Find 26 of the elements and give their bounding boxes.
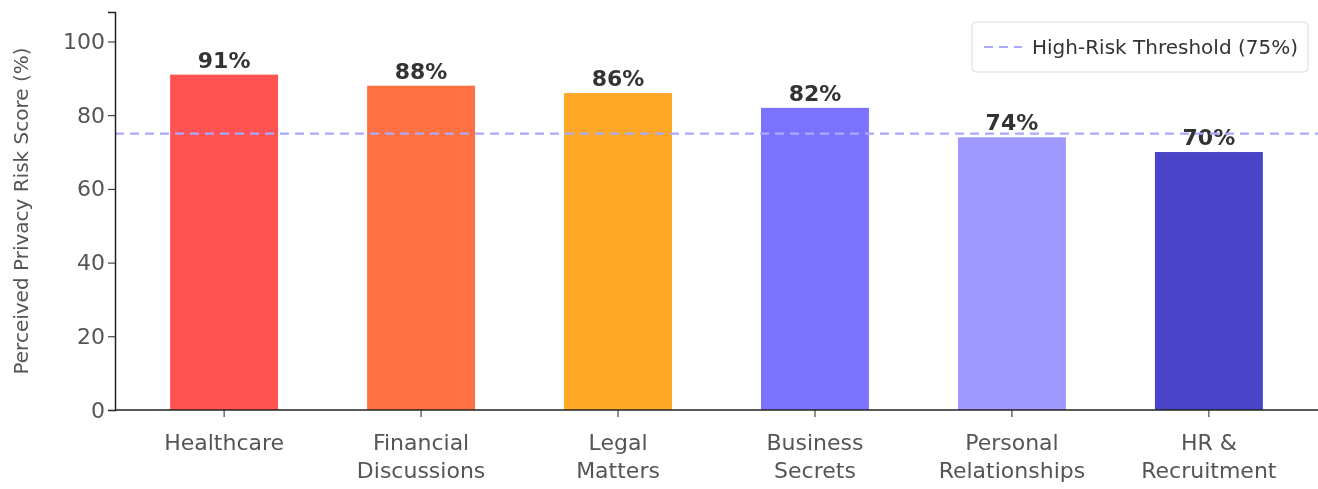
y-tick-label: 60 (77, 176, 105, 202)
bar (170, 74, 279, 410)
bar (957, 137, 1066, 410)
y-tick-label: 80 (77, 102, 105, 128)
data-label: 70% (1182, 125, 1236, 151)
x-tick-label: HR & Recruitment (1141, 430, 1277, 483)
y-tick-label: 0 (91, 397, 105, 423)
data-label: 88% (394, 58, 448, 84)
y-tick-label: 100 (63, 29, 105, 55)
data-label: 91% (197, 47, 251, 73)
data-label: 74% (985, 110, 1039, 136)
bar (1154, 152, 1263, 410)
y-tick-label: 40 (77, 250, 105, 276)
data-label: 86% (591, 66, 645, 92)
x-tick-label: Legal Matters (576, 430, 660, 483)
y-axis-title: Perceived Privacy Risk Score (%) (9, 47, 33, 375)
x-tick-label: Financial Discussions (356, 430, 486, 483)
x-tick-label: Healthcare (164, 430, 285, 455)
bar (761, 107, 869, 410)
x-tick-label: Business Secrets (766, 430, 864, 483)
bar (564, 93, 672, 410)
bar (367, 85, 476, 410)
data-label: 82% (788, 80, 842, 106)
x-tick-label: Personal Relationships (938, 430, 1086, 483)
y-tick-label: 20 (77, 323, 105, 349)
legend-label: High-Risk Threshold (75%) (1032, 35, 1298, 59)
